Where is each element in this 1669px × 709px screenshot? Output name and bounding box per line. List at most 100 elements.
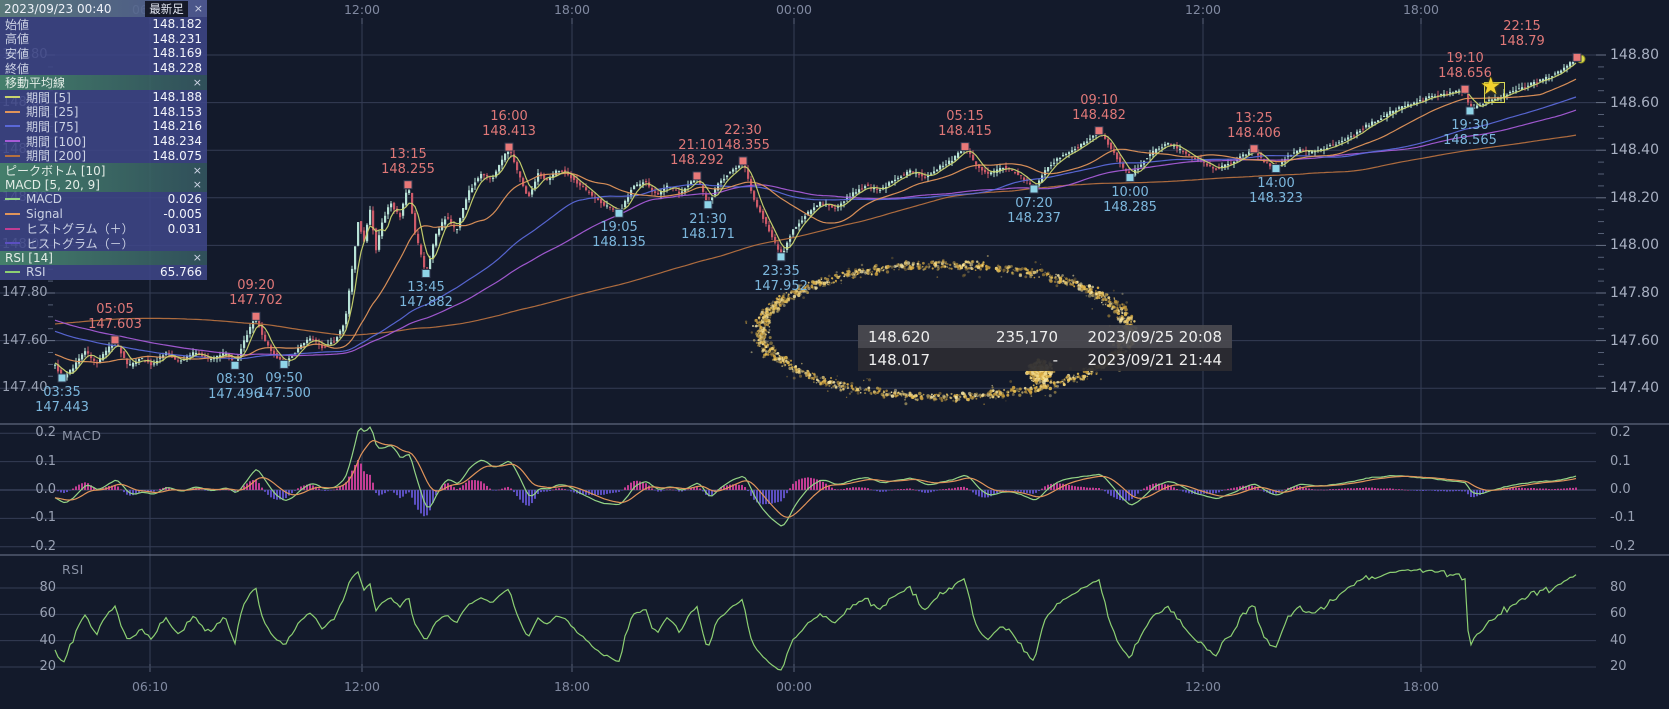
annotation-peak: 21:10 148.292	[652, 138, 742, 168]
legend-row-value: 65.766	[160, 265, 202, 280]
annotation-bottom: 07:20 148.237	[989, 196, 1079, 226]
peak-marker[interactable]	[1460, 84, 1470, 94]
annotation-price: 147.603	[88, 316, 142, 332]
bottom-marker[interactable]	[776, 252, 786, 262]
legend-row-label: ヒストグラム（－）	[26, 236, 134, 251]
annotation-bottom: 19:30 148.565	[1425, 118, 1515, 148]
annotation-bottom: 10:00 148.285	[1085, 185, 1175, 215]
legend-row: ヒストグラム（－）	[0, 235, 207, 251]
tooltip-high-price: 148.620	[868, 327, 931, 346]
rsi-panel	[54, 568, 1577, 671]
legend-section-header[interactable]: RSI [14] ×	[0, 250, 207, 266]
line-color-swatch	[5, 96, 20, 99]
annotation-price: 147.882	[399, 295, 453, 311]
peak-marker[interactable]	[1572, 52, 1582, 62]
annotation-peak: 13:15 148.255	[363, 147, 453, 177]
time-axis-label-bottom: 12:00	[1184, 679, 1222, 694]
peak-marker[interactable]	[960, 142, 970, 152]
legend-row-value: 148.169	[152, 46, 202, 61]
bottom-marker[interactable]	[1125, 173, 1135, 183]
rsi-axis-label-right: 60	[1610, 606, 1627, 622]
legend-row: Signal -0.005	[0, 206, 207, 222]
annotation-price: 148.323	[1249, 190, 1303, 206]
annotation-time: 14:00	[1257, 175, 1295, 191]
tooltip-low-volume: -	[1052, 350, 1058, 369]
line-color-swatch	[5, 213, 20, 216]
annotation-time: 21:30	[689, 211, 727, 227]
time-axis-label-bottom: 18:00	[553, 679, 591, 694]
time-axis-label-bottom: 18:00	[1402, 679, 1440, 694]
annotation-bottom: 14:00 148.323	[1231, 176, 1321, 206]
rsi-axis-label-right: 40	[1610, 632, 1627, 648]
annotation-time: 19:05	[600, 220, 638, 236]
macd-axis-label-left: 0.0	[35, 482, 56, 497]
peak-marker[interactable]	[403, 180, 413, 190]
line-color-swatch	[5, 154, 20, 157]
annotation-time: 13:45	[407, 280, 445, 296]
legend-row-label: 始値	[5, 17, 30, 32]
candles-layer	[54, 54, 1586, 381]
legend-row: 終値 148.228	[0, 60, 207, 76]
close-icon[interactable]: ×	[192, 251, 202, 265]
annotation-bottom: 21:30 148.171	[663, 212, 753, 242]
close-icon[interactable]: ×	[193, 2, 203, 15]
bottom-marker[interactable]	[1271, 164, 1281, 174]
bottom-marker[interactable]	[614, 208, 624, 218]
star-selection-box[interactable]	[1484, 82, 1505, 103]
line-color-swatch	[5, 198, 20, 201]
legend-row: 期間 [100] 148.234	[0, 133, 207, 149]
legend-section-header[interactable]: MACD [5, 20, 9] ×	[0, 177, 207, 193]
legend-row-label: 期間 [25]	[26, 105, 79, 120]
peak-marker[interactable]	[692, 171, 702, 181]
legend-row: ヒストグラム（＋） 0.031	[0, 221, 207, 236]
legend-row: 安値 148.169	[0, 46, 207, 61]
peak-marker[interactable]	[738, 156, 748, 166]
time-axis-label-bottom: 06:10	[131, 679, 169, 694]
legend-header[interactable]: 2023/09/23 00:40 最新足 ×	[0, 0, 207, 17]
annotation-time: 03:35	[43, 384, 81, 400]
bottom-marker[interactable]	[279, 359, 289, 369]
price-axis-label-right: 147.80	[1610, 285, 1659, 301]
line-color-swatch	[5, 242, 20, 245]
bottom-marker[interactable]	[230, 360, 240, 370]
annotation-time: 05:15	[946, 108, 984, 124]
bottom-marker[interactable]	[421, 268, 431, 278]
time-axis-label-bottom: 12:00	[343, 679, 381, 694]
annotation-peak: 19:10 148.656	[1420, 51, 1510, 81]
annotation-peak: 22:15 148.79	[1477, 19, 1567, 49]
peak-marker[interactable]	[1094, 126, 1104, 136]
close-icon[interactable]: ×	[192, 76, 202, 90]
peak-marker[interactable]	[504, 142, 514, 152]
price-axis-label-left: 147.60	[2, 332, 48, 348]
legend-row-label: ヒストグラム（＋）	[26, 222, 134, 237]
bottom-marker[interactable]	[57, 373, 67, 383]
close-icon[interactable]: ×	[192, 178, 202, 192]
peak-marker[interactable]	[110, 335, 120, 345]
annotation-bottom: 09:50 147.500	[239, 371, 329, 401]
legend-section-header[interactable]: ピークボトム [10] ×	[0, 162, 207, 178]
annotation-price: 148.237	[1007, 210, 1061, 226]
annotation-peak: 16:00 148.413	[464, 109, 554, 139]
macd-axis-label-right: 0.1	[1610, 453, 1631, 469]
bottom-marker[interactable]	[1465, 106, 1475, 116]
bottom-marker[interactable]	[1029, 184, 1039, 194]
legend-section-header[interactable]: 移動平均線 ×	[0, 75, 207, 90]
annotation-peak: 09:10 148.482	[1054, 93, 1144, 123]
time-axis-label-top: 18:00	[1402, 2, 1440, 17]
line-color-swatch	[5, 125, 20, 128]
bottom-marker[interactable]	[703, 200, 713, 210]
annotation-peak: 05:15 148.415	[920, 109, 1010, 139]
annotation-time: 19:30	[1451, 117, 1489, 133]
close-icon[interactable]: ×	[192, 163, 202, 177]
annotation-price: 147.500	[257, 386, 311, 402]
rsi-axis-label-right: 20	[1610, 659, 1627, 675]
annotation-price: 148.135	[592, 235, 646, 251]
macd-axis-label-left: -0.1	[30, 510, 56, 526]
peak-marker[interactable]	[1249, 144, 1259, 154]
peak-marker[interactable]	[251, 311, 261, 321]
annotation-time: 21:10	[678, 137, 716, 153]
annotation-peak: 22:30 148.355	[698, 123, 788, 153]
annotation-price: 148.415	[938, 123, 992, 139]
time-axis-label-top: 18:00	[553, 2, 591, 17]
